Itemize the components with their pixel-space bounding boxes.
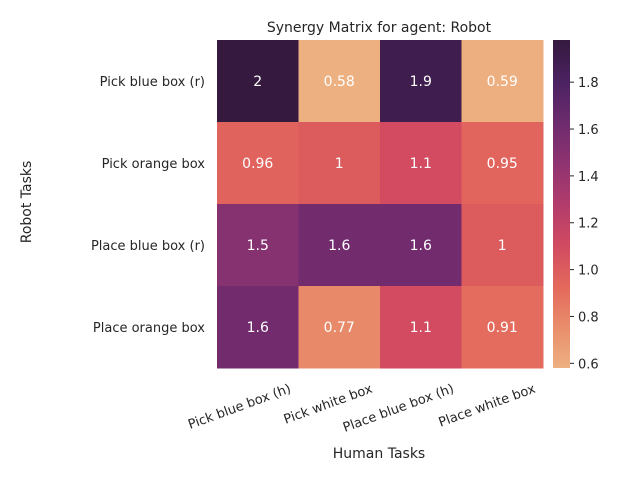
heatmap-cell: [217, 40, 299, 123]
heatmap-cell-labels: 2 0.58 1.9 0.59 0.96 1 1.1 0.95 1.5 1.6 1.6 1 1.6 0.7…: [242, 74, 518, 336]
cell-value-label: 1.6: [247, 320, 269, 336]
cell-value-label: 0.96: [242, 156, 273, 172]
heatmap-cell: [461, 204, 544, 287]
colorbar-tick-label: 1.6: [578, 123, 599, 138]
colorbar-tick-label: 1.0: [578, 264, 599, 279]
cell-value-label: 0.95: [487, 156, 518, 172]
heatmap-cells: [217, 40, 544, 369]
colorbar: [553, 40, 570, 368]
colorbar-tick-label: 1.2: [578, 217, 599, 232]
chart-title: Synergy Matrix for agent: Robot: [267, 20, 492, 36]
heatmap-cell: [380, 122, 462, 205]
x-tick-label: Pick blue box (h): [186, 382, 293, 433]
colorbar-tick-label: 0.6: [578, 357, 599, 372]
cell-value-label: 0.91: [487, 320, 518, 336]
cell-value-label: 1.6: [410, 238, 432, 254]
heatmap-cell: [461, 122, 544, 205]
cell-value-label: 1.6: [328, 238, 350, 254]
y-tick-label: Place orange box: [93, 321, 205, 336]
cell-value-label: 0.77: [324, 320, 355, 336]
heatmap-cell: [461, 40, 544, 123]
colorbar-tick-label: 1.8: [578, 76, 599, 91]
heatmap-cell: [380, 40, 462, 123]
colorbar-tick-labels: 0.6 0.8 1.0 1.2 1.4 1.6 1.8: [570, 76, 599, 372]
y-tick-label: Place blue box (r): [91, 239, 205, 254]
cell-value-label: 1: [335, 156, 344, 172]
y-tick-label: Pick orange box: [102, 157, 206, 172]
cell-value-label: 0.58: [324, 74, 355, 90]
heatmap-cell: [217, 122, 299, 205]
heatmap-cell: [380, 204, 462, 287]
y-axis-label: Robot Tasks: [19, 161, 35, 244]
cell-value-label: 1.9: [410, 74, 432, 90]
heatmap-cell: [461, 286, 544, 369]
heatmap-cell: [298, 204, 381, 287]
cell-value-label: 0.59: [487, 74, 518, 90]
y-tick-label: Pick blue box (r): [100, 75, 205, 90]
heatmap-cell: [380, 286, 462, 369]
heatmap-cell: [217, 204, 299, 287]
colorbar-tick-label: 1.4: [578, 170, 599, 185]
y-axis-tick-labels: Pick blue box (r) Pick orange box Place bl…: [91, 75, 205, 336]
cell-value-label: 1.1: [410, 320, 432, 336]
heatmap-cell: [217, 286, 299, 369]
cell-value-label: 2: [253, 74, 262, 90]
cell-value-label: 1: [498, 238, 507, 254]
cell-value-label: 1.1: [410, 156, 432, 172]
colorbar-tick-label: 0.8: [578, 310, 599, 325]
heatmap-cell: [298, 40, 381, 123]
x-axis-label: Human Tasks: [333, 446, 425, 462]
heatmap-cell: [298, 286, 381, 369]
heatmap-cell: [298, 122, 381, 205]
cell-value-label: 1.5: [247, 238, 269, 254]
